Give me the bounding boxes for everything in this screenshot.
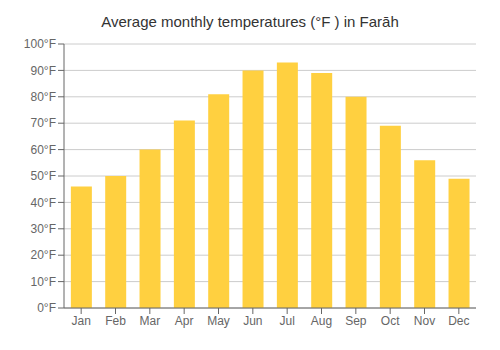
svg-text:10°F: 10°F — [31, 275, 56, 289]
svg-text:100°F: 100°F — [24, 37, 56, 51]
svg-text:Aug: Aug — [311, 314, 332, 328]
svg-text:Jan: Jan — [71, 314, 90, 328]
svg-text:Sep: Sep — [345, 314, 367, 328]
svg-text:May: May — [207, 314, 230, 328]
svg-text:30°F: 30°F — [31, 222, 56, 236]
svg-text:Oct: Oct — [381, 314, 400, 328]
svg-text:70°F: 70°F — [31, 116, 56, 130]
svg-text:0°F: 0°F — [37, 301, 56, 315]
svg-text:80°F: 80°F — [31, 90, 56, 104]
html-text:Average monthly temperatures (: Average monthly temperatures (°F ) in Fa… — [101, 13, 399, 30]
svg-text:20°F: 20°F — [31, 248, 56, 262]
svg-text:90°F: 90°F — [31, 64, 56, 78]
svg-text:50°F: 50°F — [31, 169, 56, 183]
svg-text:Jun: Jun — [243, 314, 262, 328]
svg-text:60°F: 60°F — [31, 143, 56, 157]
svg-text:Mar: Mar — [139, 314, 160, 328]
svg-text:Feb: Feb — [105, 314, 126, 328]
svg-text:Apr: Apr — [175, 314, 194, 328]
svg-text:40°F: 40°F — [31, 196, 56, 210]
svg-text:Jul: Jul — [279, 314, 294, 328]
svg-text:Dec: Dec — [448, 314, 469, 328]
svg-text:Nov: Nov — [414, 314, 435, 328]
